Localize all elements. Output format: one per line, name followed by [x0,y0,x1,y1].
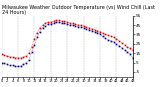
Text: Milwaukee Weather Outdoor Temperature (vs) Wind Chill (Last 24 Hours): Milwaukee Weather Outdoor Temperature (v… [2,5,155,15]
